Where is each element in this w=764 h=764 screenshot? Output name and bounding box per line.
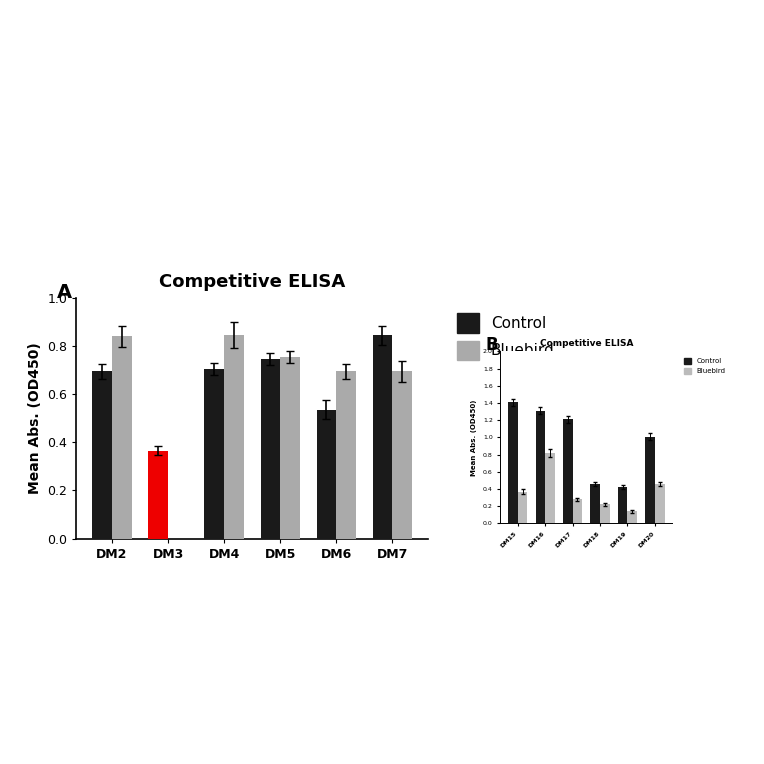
Bar [261, 359, 280, 539]
Text: A: A [57, 283, 73, 302]
Bar [316, 410, 336, 539]
Bar [373, 335, 392, 539]
Bar [205, 369, 224, 539]
Bar [508, 402, 518, 523]
Bar [563, 419, 573, 523]
Bar [655, 484, 665, 523]
Bar [618, 487, 627, 523]
Bar [536, 411, 545, 523]
Title: Competitive ELISA: Competitive ELISA [159, 273, 345, 291]
Legend: Control, Bluebird: Control, Bluebird [681, 355, 728, 377]
Title: Competitive ELISA: Competitive ELISA [539, 339, 633, 348]
Bar [545, 453, 555, 523]
Bar [280, 357, 299, 539]
Bar [224, 335, 244, 539]
Bar [112, 336, 131, 539]
Text: B: B [485, 336, 498, 354]
Bar [92, 371, 112, 539]
Y-axis label: Mean Abs. (OD450): Mean Abs. (OD450) [471, 400, 478, 475]
Bar [627, 511, 637, 523]
Bar [392, 371, 412, 539]
Bar [148, 451, 168, 539]
Bar [573, 500, 582, 523]
Bar [591, 484, 600, 523]
Y-axis label: Mean Abs. (OD450): Mean Abs. (OD450) [28, 342, 42, 494]
Bar [336, 371, 356, 539]
Bar [518, 491, 527, 523]
Bar [646, 436, 655, 523]
Bar [600, 504, 610, 523]
Legend: Control, Bluebird: Control, Bluebird [449, 306, 562, 367]
